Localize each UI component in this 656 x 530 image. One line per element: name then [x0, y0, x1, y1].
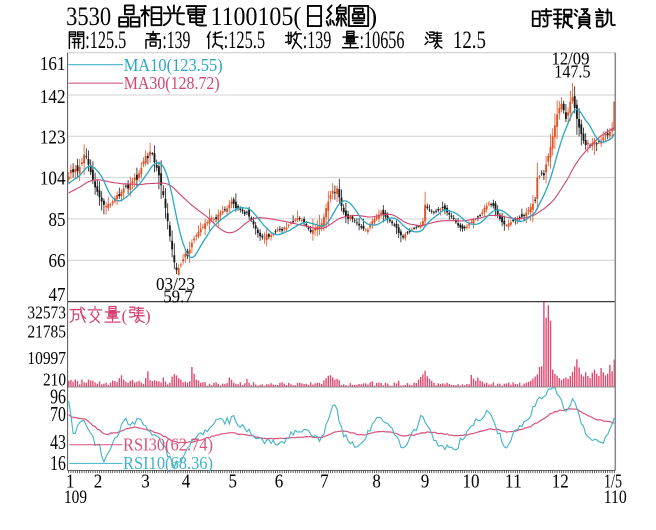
svg-text:9: 9 — [421, 470, 430, 492]
svg-text::139: :139 — [303, 27, 332, 54]
svg-text:1100105(: 1100105( — [211, 2, 302, 31]
svg-text:(: ( — [122, 307, 128, 326]
svg-text:7: 7 — [320, 470, 329, 492]
svg-text:12: 12 — [552, 470, 569, 492]
svg-text:109: 109 — [64, 487, 87, 508]
svg-text::125.5: :125.5 — [85, 27, 126, 54]
svg-text:MA10(123.55): MA10(123.55) — [124, 55, 223, 76]
svg-text:1: 1 — [66, 470, 75, 492]
svg-text:110: 110 — [604, 487, 627, 508]
svg-text::125.5: :125.5 — [224, 27, 266, 54]
svg-text:11: 11 — [505, 470, 522, 492]
svg-text:12.5: 12.5 — [453, 27, 486, 54]
svg-text:161: 161 — [40, 53, 66, 75]
svg-text:142: 142 — [40, 86, 66, 108]
svg-text:12/09: 12/09 — [552, 49, 590, 69]
svg-text:10: 10 — [463, 470, 480, 492]
svg-text:21785: 21785 — [27, 322, 66, 342]
svg-text:66: 66 — [49, 250, 66, 272]
svg-text:5: 5 — [228, 470, 237, 492]
svg-text:8: 8 — [372, 470, 381, 492]
svg-text:123: 123 — [40, 126, 66, 148]
svg-text:3530: 3530 — [66, 2, 111, 31]
svg-text::139: :139 — [162, 27, 190, 54]
svg-text:96: 96 — [50, 385, 66, 409]
svg-text:210: 210 — [43, 369, 66, 389]
svg-text:RSI30(62.74): RSI30(62.74) — [123, 435, 213, 456]
svg-text:4: 4 — [182, 470, 191, 492]
svg-text:16: 16 — [50, 451, 66, 475]
svg-text:): ) — [369, 2, 378, 31]
svg-text:43: 43 — [50, 430, 66, 454]
svg-text:147.5: 147.5 — [554, 61, 590, 81]
svg-text:RSI10(68.36): RSI10(68.36) — [123, 453, 213, 474]
svg-text:104: 104 — [40, 168, 66, 190]
svg-text:2: 2 — [94, 470, 103, 492]
svg-text:85: 85 — [49, 209, 66, 231]
svg-text:MA30(128.72): MA30(128.72) — [124, 73, 220, 94]
svg-text:3: 3 — [141, 470, 150, 492]
svg-text:47: 47 — [49, 284, 66, 306]
svg-text:6: 6 — [275, 470, 284, 492]
svg-text:32573: 32573 — [27, 303, 66, 323]
svg-text:1/5: 1/5 — [604, 470, 622, 492]
svg-text:10997: 10997 — [27, 348, 66, 368]
svg-text:59.7: 59.7 — [163, 287, 193, 307]
svg-text::10656: :10656 — [360, 27, 405, 54]
svg-text:03/23: 03/23 — [156, 274, 195, 294]
svg-text:): ) — [145, 307, 151, 326]
svg-text:70: 70 — [50, 402, 66, 426]
